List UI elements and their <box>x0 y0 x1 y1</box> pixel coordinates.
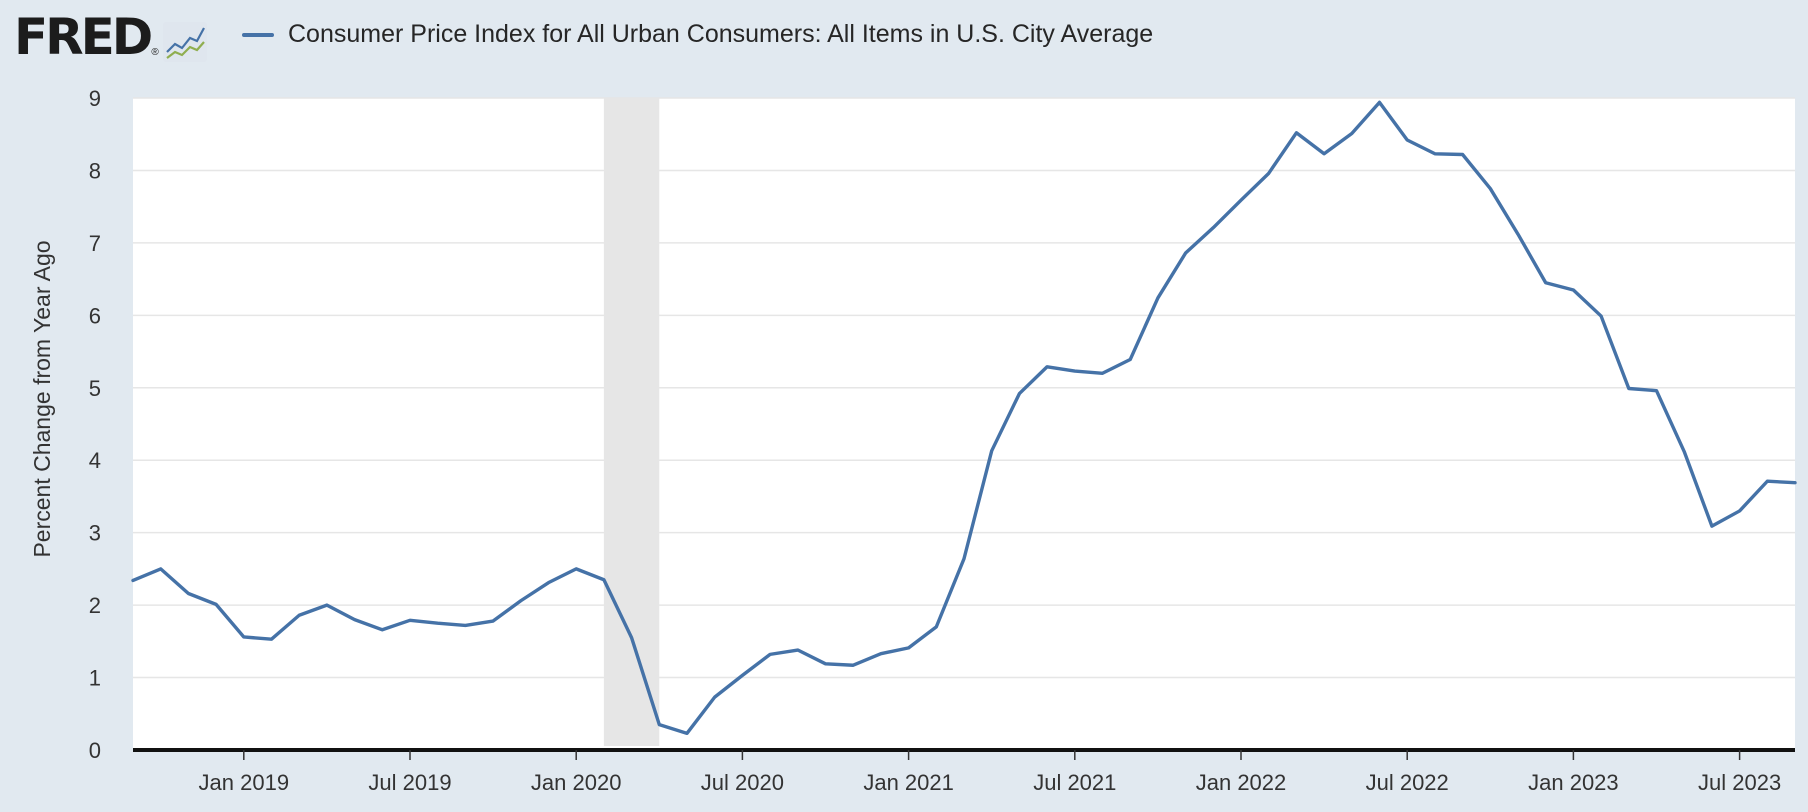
fred-logo-text: FRED <box>14 8 153 66</box>
x-tick-label: Jan 2019 <box>199 770 290 795</box>
recession-shading-layer <box>603 98 660 746</box>
axes: 0 1 2 3 4 5 6 7 8 9 Jan 2019 Jul 2019 Jan 2020 Jul 20… <box>89 86 1795 795</box>
y-tick-label: 3 <box>89 521 101 546</box>
x-tick-label: Jul 2019 <box>368 770 451 795</box>
y-axis-title: Percent Change from Year Ago <box>29 240 55 557</box>
x-tick-label: Jan 2023 <box>1528 770 1619 795</box>
recession-band <box>603 98 660 746</box>
y-tick-label: 7 <box>89 231 101 256</box>
y-tick-label: 4 <box>89 448 101 473</box>
y-tick-label: 0 <box>89 738 101 763</box>
y-tick-label: 6 <box>89 303 101 328</box>
x-tick-label: Jul 2021 <box>1033 770 1116 795</box>
x-tick-label: Jan 2022 <box>1196 770 1287 795</box>
legend-label: Consumer Price Index for All Urban Consu… <box>288 20 1154 48</box>
x-tick-label: Jul 2023 <box>1698 770 1781 795</box>
plot-background <box>133 98 1795 750</box>
x-tick-label: Jan 2021 <box>863 770 954 795</box>
y-tick-label: 1 <box>89 666 101 691</box>
gridlines <box>133 97 1795 679</box>
legend-swatch <box>242 32 274 37</box>
y-tick-label: 8 <box>89 158 101 183</box>
chart-header: FRED ® Consumer Price Index for All Urba… <box>0 0 1808 80</box>
fred-logo[interactable]: FRED ® <box>14 12 207 62</box>
x-tick-label: Jul 2020 <box>701 770 784 795</box>
mini-line-chart-icon <box>162 22 207 62</box>
y-tick-label: 2 <box>89 593 101 618</box>
y-tick-label: 5 <box>89 376 101 401</box>
series-layer <box>131 100 1797 736</box>
legend[interactable]: Consumer Price Index for All Urban Consu… <box>242 20 1153 49</box>
x-tick-label: Jan 2020 <box>531 770 622 795</box>
x-tick-label: Jul 2022 <box>1366 770 1449 795</box>
registered-mark: ® <box>151 47 159 58</box>
y-tick-label: 9 <box>89 86 101 111</box>
